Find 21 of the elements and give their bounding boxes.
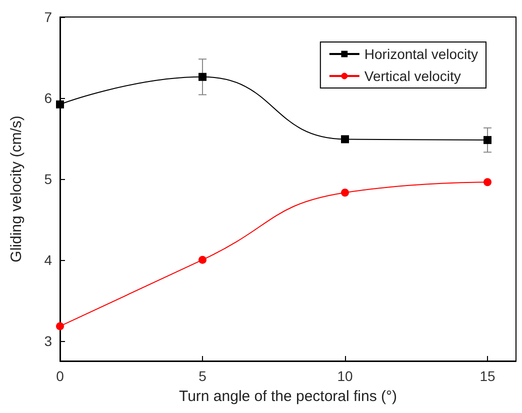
y-tick-label: 3 (44, 332, 52, 349)
point (341, 188, 349, 197)
x-axis-title: Turn angle of the pectoral fins (°) (178, 388, 398, 405)
point (484, 136, 492, 144)
point (341, 135, 349, 144)
y-tick-label: 4 (44, 252, 52, 268)
x-tick-label: 15 (480, 368, 496, 384)
point (198, 72, 206, 81)
y-tick-label: 6 (44, 90, 52, 106)
y-tick-label: 7 (44, 9, 52, 25)
x-tick-label: 0 (56, 368, 64, 384)
point (198, 256, 206, 264)
point (484, 178, 492, 186)
point (56, 100, 64, 108)
point (56, 322, 64, 330)
y-axis-title: Gliding velocity (cm/s) (8, 116, 25, 262)
x-tick-label: 10 (337, 368, 353, 384)
legend-label: Vertical velocity (364, 68, 461, 84)
legend-label: Horizontal velocity (364, 46, 478, 62)
x-tick-label: 5 (198, 368, 207, 384)
y-tick-label: 5 (44, 170, 52, 187)
